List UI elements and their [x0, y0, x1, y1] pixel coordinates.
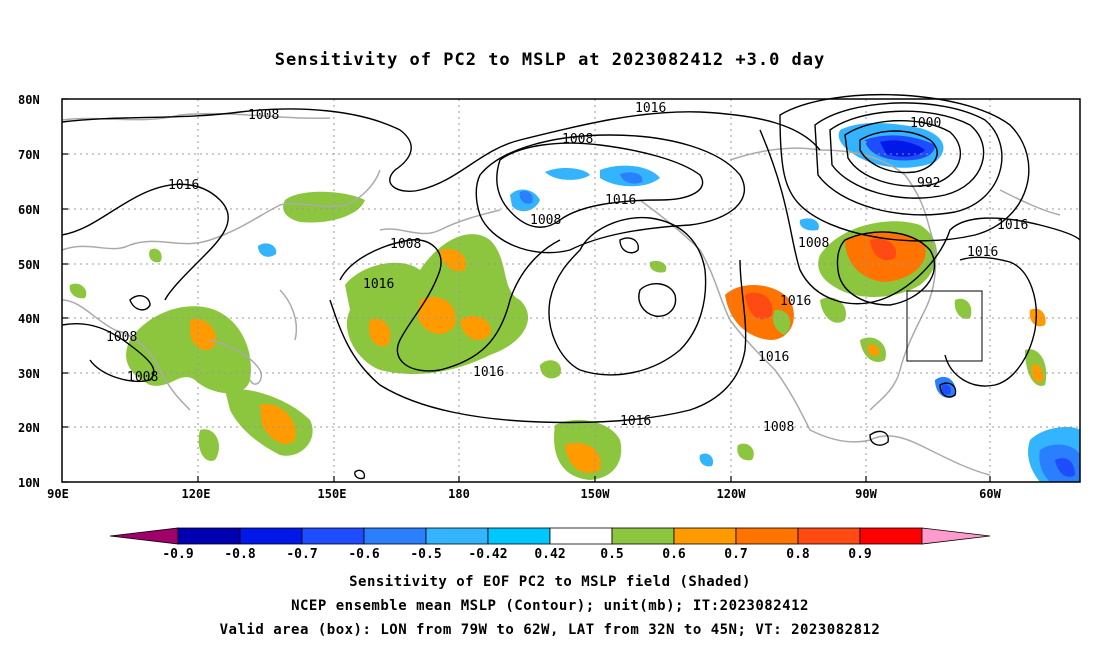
colorbar-label: 0.9	[848, 547, 871, 562]
contour-label: 1016	[780, 294, 811, 309]
colorbar-label: 0.5	[600, 547, 623, 562]
colorbar-swatch	[177, 527, 241, 545]
lat-label: 10N	[18, 476, 40, 490]
colorbar-label: -0.9	[162, 547, 193, 562]
lon-label: 60W	[979, 487, 1001, 501]
colorbar-swatch	[301, 527, 365, 545]
contour-label: 992	[917, 176, 940, 191]
contour-labels: 1008 1016 1016 1008 1008 1016 1016 1008 …	[106, 101, 1028, 435]
contour-label: 1008	[390, 237, 421, 252]
contour-label: 1016	[635, 101, 666, 116]
lat-label: 30N	[18, 367, 40, 381]
colorbar-label: 0.42	[534, 547, 565, 562]
contour-label: 1016	[620, 414, 651, 429]
lon-label: 120E	[182, 487, 211, 501]
lon-label: 90E	[47, 487, 69, 501]
contour-label: 1016	[168, 178, 199, 193]
colorbar-label: -0.6	[348, 547, 379, 562]
colorbar-end-low	[109, 527, 179, 545]
colorbar-end-high	[921, 527, 991, 545]
lon-label: 90W	[855, 487, 877, 501]
colorbar-label: -0.8	[224, 547, 255, 562]
lon-axis-labels: 90E 120E 150E 180 150W 120W 90W 60W	[47, 487, 1001, 501]
contour-label: 1016	[997, 218, 1028, 233]
colorbar-label: -0.7	[286, 547, 317, 562]
lat-axis-labels: 80N 70N 60N 50N 40N 30N 20N 10N	[18, 93, 40, 490]
caption-line-1: Sensitivity of EOF PC2 to MSLP field (Sh…	[349, 574, 751, 590]
colorbar-swatch	[549, 527, 613, 545]
colorbar-swatch	[239, 527, 303, 545]
lat-label: 80N	[18, 93, 40, 107]
lon-label: 150E	[318, 487, 347, 501]
contour-label: 1016	[967, 245, 998, 260]
lat-label: 60N	[18, 203, 40, 217]
colorbar-swatch	[797, 527, 861, 545]
contour-label: 1000	[910, 116, 941, 131]
colorbar-label: 0.7	[724, 547, 747, 562]
colorbar-swatch	[735, 527, 799, 545]
lat-label: 70N	[18, 148, 40, 162]
colorbar-swatch	[611, 527, 675, 545]
colorbar-swatch	[673, 527, 737, 545]
valid-area-box	[906, 290, 983, 362]
gridlines	[62, 99, 1080, 482]
lon-label: 150W	[581, 487, 611, 501]
contour-label: 1008	[798, 236, 829, 251]
contour-label: 1008	[530, 213, 561, 228]
contour-label: 1016	[605, 193, 636, 208]
lon-label: 120W	[717, 487, 747, 501]
colorbar-label: -0.5	[410, 547, 441, 562]
contour-label: 1016	[758, 350, 789, 365]
lat-label: 40N	[18, 312, 40, 326]
mslp-contours	[61, 93, 1081, 480]
colorbar-swatch	[425, 527, 489, 545]
colorbar-label: -0.42	[468, 547, 507, 562]
sensitivity-shading	[69, 123, 1080, 482]
contour-label: 1016	[473, 365, 504, 380]
lon-label: 180	[448, 487, 470, 501]
colorbar-swatch	[859, 527, 923, 545]
colorbar-label: 0.6	[662, 547, 686, 562]
caption-line-3: Valid area (box): LON from 79W to 62W, L…	[219, 622, 881, 638]
colorbar-swatch	[487, 527, 551, 545]
map-title: Sensitivity of PC2 to MSLP at 2023082412…	[274, 50, 826, 70]
contour-label: 1008	[248, 108, 279, 123]
contour-label: 1008	[127, 370, 158, 385]
colorbar-label: 0.8	[786, 547, 810, 562]
lat-label: 50N	[18, 258, 40, 272]
map-plot-area: 1008 1016 1016 1008 1008 1016 1016 1008 …	[18, 93, 1081, 501]
colorbar: -0.9 -0.8 -0.7 -0.6 -0.5 -0.42 0.42 0.5 0.6 0.7 0.…	[109, 527, 991, 562]
contour-label: 1008	[106, 330, 137, 345]
contour-label: 1016	[363, 277, 394, 292]
contour-label: 1008	[562, 132, 593, 147]
colorbar-swatch	[363, 527, 427, 545]
contour-label: 1008	[763, 420, 794, 435]
lat-label: 20N	[18, 421, 40, 435]
caption-line-2: NCEP ensemble mean MSLP (Contour); unit(…	[291, 598, 809, 614]
